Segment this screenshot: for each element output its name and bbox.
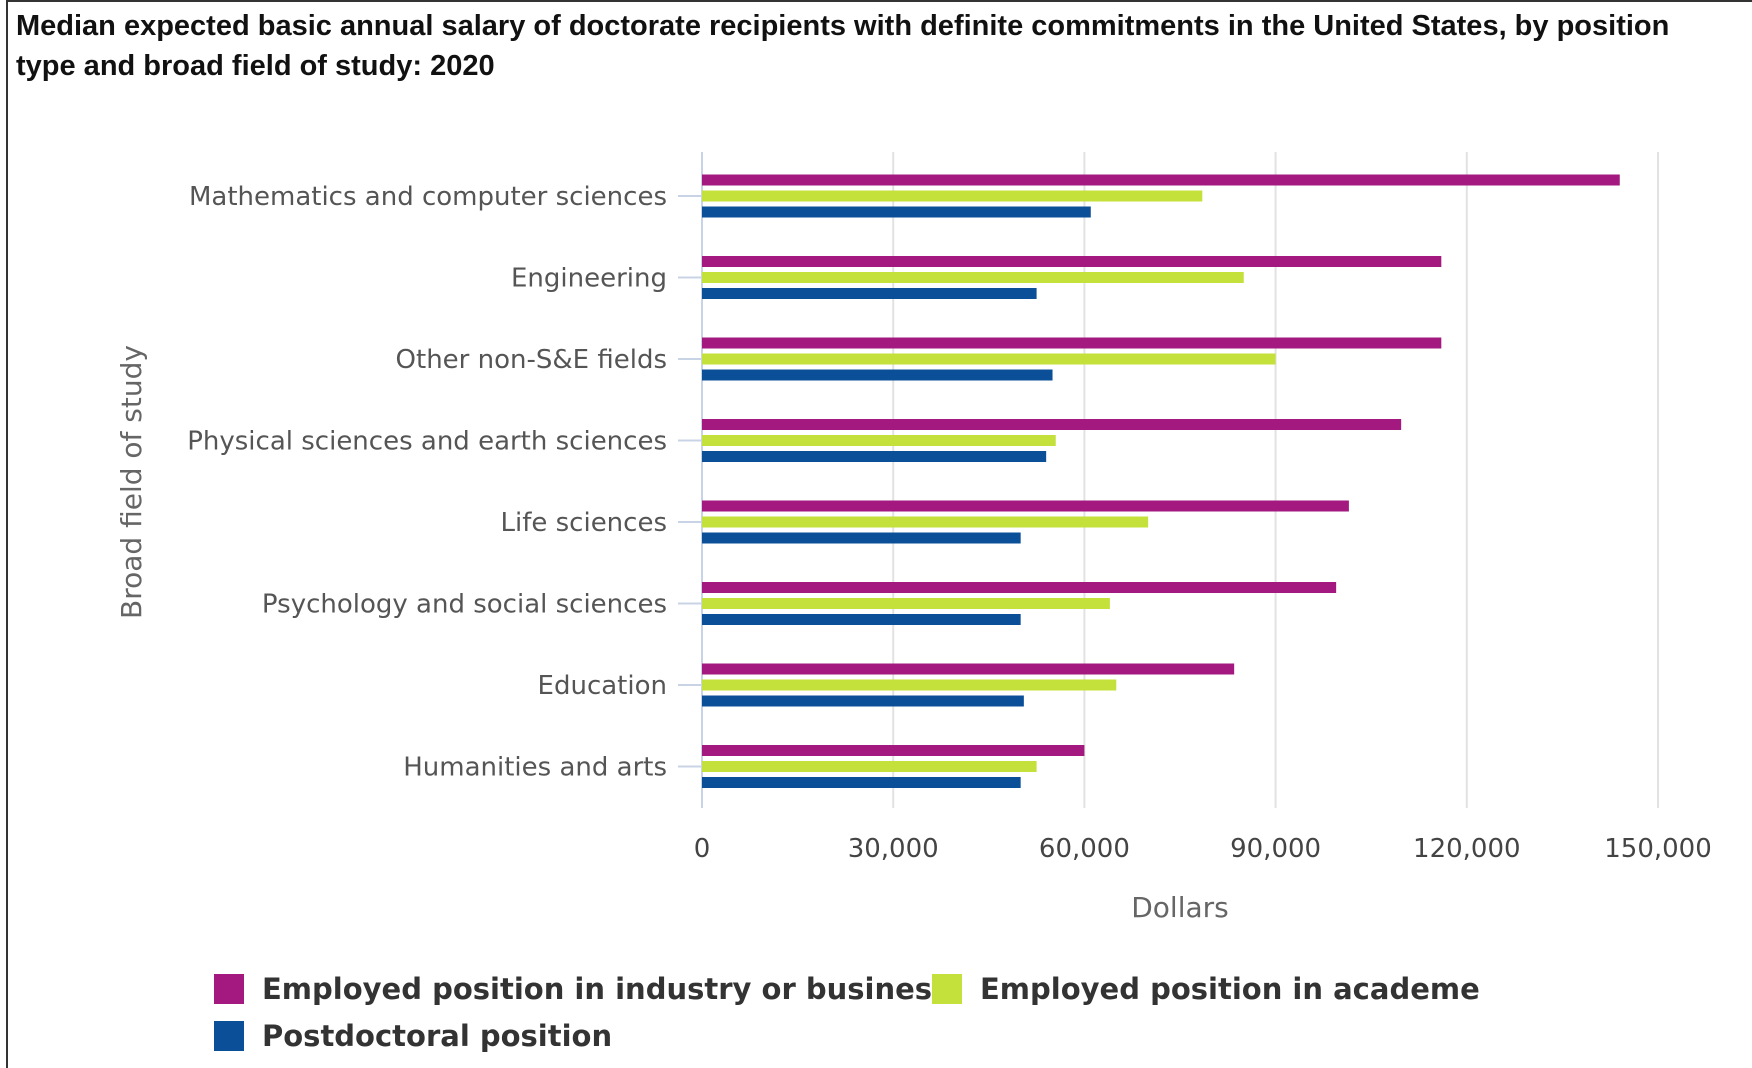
bar	[702, 353, 1276, 365]
category-label: Physical sciences and earth sciences	[187, 427, 667, 457]
bar	[702, 516, 1149, 528]
bar	[702, 761, 1037, 772]
bar	[702, 272, 1244, 283]
bar	[702, 582, 1337, 593]
grid-lines	[701, 152, 1659, 808]
x-tick-label: 90,000	[1230, 834, 1321, 864]
category-label: Engineering	[511, 264, 667, 294]
category-label: Life sciences	[501, 508, 668, 538]
bar	[702, 614, 1021, 625]
y-axis-title: Broad field of study	[115, 345, 148, 619]
bar	[702, 745, 1085, 756]
legend-label-industry: Employed position in industry or busines…	[262, 972, 950, 1006]
legend-label-academe: Employed position in academe	[980, 972, 1480, 1006]
bar	[702, 256, 1442, 267]
legend-label-postdoc: Postdoctoral position	[262, 1019, 613, 1053]
x-tick-labels: 0 30,000 60,000 90,000 120,000 150,000	[694, 834, 1712, 864]
legend-swatch-postdoc	[214, 1021, 244, 1051]
bar	[702, 532, 1021, 544]
x-axis-title: Dollars	[1131, 891, 1229, 924]
bar	[702, 435, 1056, 446]
bar	[702, 695, 1024, 707]
category-label: Humanities and arts	[403, 753, 667, 783]
chart-frame	[6, 0, 1752, 1068]
legend-swatch-academe	[932, 974, 962, 1004]
bar	[702, 500, 1349, 512]
x-tick-label: 60,000	[1039, 834, 1130, 864]
category-label: Education	[538, 671, 667, 701]
bar	[702, 777, 1021, 788]
legend-swatch-industry	[214, 974, 244, 1004]
x-tick-label: 150,000	[1604, 834, 1712, 864]
category-labels: Mathematics and computer sciences Enginee…	[187, 182, 702, 783]
bar	[702, 206, 1091, 218]
x-tick-label: 30,000	[848, 834, 939, 864]
legend-item-industry: Employed position in industry or busines…	[214, 972, 949, 1006]
chart-title: Median expected basic annual salary of d…	[16, 10, 1670, 82]
category-label: Psychology and social sciences	[262, 590, 667, 620]
bar	[702, 369, 1053, 381]
bar	[702, 451, 1047, 462]
bar	[702, 174, 1620, 186]
x-tick-label: 120,000	[1413, 834, 1521, 864]
legend-item-postdoc: Postdoctoral position	[214, 1019, 612, 1053]
bar	[702, 598, 1110, 609]
legend-item-academe: Employed position in academe	[932, 972, 1480, 1006]
x-tick-label: 0	[694, 834, 711, 864]
bars	[702, 174, 1620, 788]
bar	[702, 419, 1402, 430]
category-label: Mathematics and computer sciences	[189, 182, 667, 212]
bar	[702, 679, 1117, 691]
bar	[702, 288, 1037, 299]
category-label: Other non-S&E fields	[396, 345, 667, 375]
bar	[702, 337, 1442, 349]
bar	[702, 663, 1235, 675]
bar	[702, 190, 1203, 202]
